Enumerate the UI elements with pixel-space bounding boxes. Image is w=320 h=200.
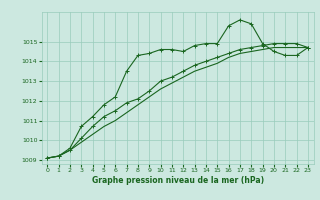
X-axis label: Graphe pression niveau de la mer (hPa): Graphe pression niveau de la mer (hPa) bbox=[92, 176, 264, 185]
